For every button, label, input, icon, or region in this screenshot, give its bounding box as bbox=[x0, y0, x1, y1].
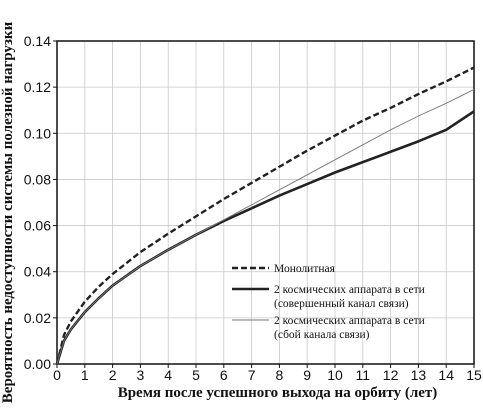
x-tick-label: 1 bbox=[81, 367, 89, 383]
plot-frame bbox=[56, 40, 475, 365]
y-tick-label: 0.00 bbox=[24, 356, 51, 372]
grid bbox=[57, 41, 474, 364]
legend-label-2: 2 космических аппарата в сети bbox=[274, 284, 425, 296]
x-tick-label: 14 bbox=[438, 367, 454, 383]
y-tick-label: 0.14 bbox=[24, 33, 51, 49]
y-tick-label: 0.12 bbox=[24, 79, 51, 95]
x-tick-label: 10 bbox=[327, 367, 343, 383]
legend-sublabel-3: (сбой канала связи) bbox=[274, 329, 370, 341]
x-tick-label: 12 bbox=[383, 367, 399, 383]
legend-label-1: Монолитная bbox=[274, 263, 336, 275]
x-tick-label: 7 bbox=[248, 367, 256, 383]
series-lines bbox=[55, 66, 475, 365]
y-tick-label: 0.06 bbox=[24, 218, 51, 234]
legend: Монолитная 2 космических аппарата в сети (… bbox=[232, 263, 425, 341]
x-tick-label: 15 bbox=[466, 367, 482, 383]
series-line-3 bbox=[56, 89, 475, 365]
x-tick-label: 2 bbox=[109, 367, 117, 383]
x-tick-label: 11 bbox=[356, 367, 371, 383]
x-axis-title: Время после успешного выхода на орбиту (… bbox=[118, 385, 438, 401]
series-line-1 bbox=[55, 66, 475, 365]
x-tick-label: 5 bbox=[192, 367, 200, 383]
x-tick-label: 3 bbox=[137, 367, 145, 383]
x-tick-label: 4 bbox=[164, 367, 172, 383]
x-tick-label: 9 bbox=[303, 367, 311, 383]
legend-label-3: 2 космических аппарата в сети bbox=[274, 315, 425, 327]
x-tick-label: 8 bbox=[276, 367, 284, 383]
y-tick-label: 0.02 bbox=[24, 310, 51, 326]
y-tick-label: 0.08 bbox=[24, 171, 51, 187]
legend-sublabel-2: (совершенный канал связи) bbox=[274, 298, 409, 310]
y-axis-title: Вероятность недоступности системы полезн… bbox=[0, 21, 16, 403]
x-tick-label: 6 bbox=[220, 367, 228, 383]
x-tick-label: 0 bbox=[53, 367, 61, 383]
y-tick-label: 0.10 bbox=[24, 125, 51, 141]
x-tick-label: 13 bbox=[411, 367, 427, 383]
ticks: 0 1 2 3 4 5 6 7 8 9 10 11 12 13 14 150.000.020.040.060.… bbox=[24, 33, 482, 383]
y-tick-label: 0.04 bbox=[24, 264, 51, 280]
